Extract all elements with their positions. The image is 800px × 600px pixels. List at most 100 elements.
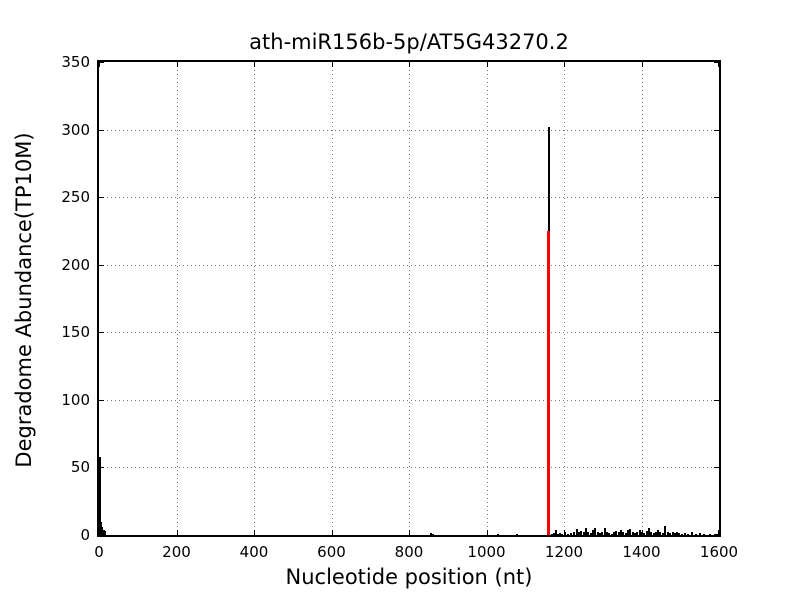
degradome-abundance-bar-x1329 bbox=[612, 532, 615, 535]
degradome-abundance-bar-x1576 bbox=[708, 533, 711, 535]
degradome-abundance-bar-x6 bbox=[100, 524, 103, 535]
degradome-abundance-bar-x1474 bbox=[669, 532, 672, 535]
bottom-tick-x-200 bbox=[176, 530, 178, 535]
x-tick-label-200: 200 bbox=[162, 543, 191, 561]
y-tick-label-150: 150 bbox=[61, 323, 90, 342]
x-tick-label-1000: 1000 bbox=[467, 543, 506, 561]
right-tick-y-200 bbox=[714, 264, 719, 266]
bottom-tick-x-1000 bbox=[486, 530, 488, 535]
top-tick-x-1400 bbox=[641, 62, 643, 67]
y-tick-label-300: 300 bbox=[61, 120, 90, 139]
degradome-abundance-bar-x1287 bbox=[596, 532, 599, 535]
y-tick-label-0: 0 bbox=[80, 526, 90, 544]
degradome-abundance-bar-x1239 bbox=[578, 532, 581, 535]
gridline-x-1000 bbox=[486, 62, 488, 535]
x-tick-label-1200: 1200 bbox=[544, 543, 584, 561]
y-axis-label: Degradome Abundance(TP10M) bbox=[12, 132, 36, 468]
x-axis-label: Nucleotide position (nt) bbox=[285, 565, 533, 589]
degradome-abundance-bar-x1317 bbox=[608, 532, 611, 535]
x-tick-label-0: 0 bbox=[94, 543, 104, 561]
left-tick-y-300 bbox=[99, 129, 104, 131]
degradome-abundance-bar-x1498 bbox=[678, 532, 681, 535]
degradome-abundance-bar-x1443 bbox=[657, 530, 660, 535]
degradome-abundance-bar-x1251 bbox=[582, 532, 585, 535]
degradome-abundance-bar-x1293 bbox=[599, 532, 602, 535]
degradome-abundance-bar-x12 bbox=[102, 529, 105, 535]
degradome-abundance-bar-x1175 bbox=[553, 532, 556, 535]
right-tick-y-150 bbox=[714, 332, 719, 334]
degradome-abundance-bar-x1455 bbox=[661, 532, 664, 535]
degradome-abundance-bar-x1419 bbox=[647, 528, 650, 535]
degradome-abundance-bar-x1520 bbox=[687, 533, 689, 535]
x-tick-label-600: 600 bbox=[317, 543, 346, 561]
degradome-abundance-bar-x1299 bbox=[601, 531, 604, 535]
degradome-abundance-bar-x1 bbox=[99, 456, 101, 535]
top-tick-x-200 bbox=[176, 62, 178, 67]
chart-title: ath-miR156b-5p/AT5G43270.2 bbox=[249, 30, 569, 54]
degradome-abundance-bar-x1540 bbox=[694, 533, 697, 535]
degradome-abundance-bar-x1395 bbox=[638, 529, 641, 535]
bottom-tick-x-800 bbox=[409, 530, 410, 535]
left-tick-y-350 bbox=[99, 62, 104, 63]
y-tick-label-250: 250 bbox=[61, 188, 90, 207]
left-tick-y-250 bbox=[99, 197, 104, 199]
degradome-abundance-bar-x1305 bbox=[603, 528, 606, 535]
degradome-abundance-bar-x1437 bbox=[654, 532, 657, 535]
degradome-abundance-bar-x1196 bbox=[561, 533, 564, 535]
degradome-abundance-bar-x1365 bbox=[626, 530, 629, 535]
degradome-abundance-bar-x1407 bbox=[643, 532, 646, 535]
left-tick-y-50 bbox=[99, 467, 104, 469]
top-tick-x-0 bbox=[99, 62, 100, 67]
degradome-abundance-bar-x1335 bbox=[615, 530, 618, 535]
degradome-abundance-bar-x1030 bbox=[497, 533, 500, 535]
degradome-abundance-bar-x1431 bbox=[652, 532, 655, 535]
degradome-abundance-bar-x1353 bbox=[622, 532, 625, 535]
degradome-abundance-bar-x9 bbox=[101, 526, 104, 535]
left-tick-y-150 bbox=[99, 332, 104, 334]
degradome-abundance-bar-x1170 bbox=[551, 533, 554, 535]
degradome-abundance-bar-x1461 bbox=[664, 526, 667, 535]
degradome-abundance-bar-x1383 bbox=[633, 532, 636, 535]
plot-area bbox=[97, 60, 721, 537]
degradome-abundance-bar-x1505 bbox=[681, 533, 684, 535]
y-tick-label-100: 100 bbox=[61, 390, 90, 409]
top-tick-x-1200 bbox=[564, 62, 565, 67]
degradome-abundance-bar-x1078 bbox=[515, 533, 518, 535]
degradome-abundance-bar-x1203 bbox=[564, 532, 567, 535]
top-tick-x-400 bbox=[254, 62, 255, 67]
degradome-abundance-bar-x1377 bbox=[631, 532, 634, 535]
degradome-abundance-bar-x862 bbox=[432, 533, 435, 535]
degradome-abundance-bar-x1226 bbox=[573, 531, 576, 535]
left-tick-y-200 bbox=[99, 264, 104, 266]
bottom-tick-x-600 bbox=[331, 530, 333, 535]
degradome-abundance-bar-x15 bbox=[103, 530, 106, 535]
degradome-abundance-bar-x1218 bbox=[569, 532, 572, 535]
plot-canvas bbox=[99, 62, 719, 535]
gridline-x-1400 bbox=[641, 62, 643, 535]
degradome-abundance-bar-x1413 bbox=[645, 530, 648, 535]
degradome-abundance-bar-x1190 bbox=[559, 532, 562, 535]
degradome-abundance-bar-x1311 bbox=[606, 532, 608, 535]
right-tick-y-250 bbox=[714, 197, 719, 199]
right-tick-y-50 bbox=[714, 467, 719, 469]
degradome-abundance-bar-x1263 bbox=[587, 531, 590, 535]
degradome-abundance-bar-x1551 bbox=[699, 532, 701, 535]
top-tick-x-1600 bbox=[718, 62, 719, 67]
degradome-abundance-bar-x1589 bbox=[713, 534, 716, 535]
gridline-x-400 bbox=[254, 62, 255, 535]
top-tick-x-800 bbox=[409, 62, 410, 67]
x-tick-label-400: 400 bbox=[239, 543, 269, 561]
degradome-abundance-bar-x1449 bbox=[659, 532, 662, 535]
degradome-abundance-bar-x1341 bbox=[617, 531, 620, 535]
degradome-abundance-bar-x858 bbox=[430, 532, 433, 535]
degradome-abundance-bar-x1425 bbox=[650, 531, 653, 535]
degradome-abundance-bar-x1359 bbox=[624, 532, 627, 535]
degradome-abundance-bar-x1257 bbox=[585, 528, 588, 535]
y-tick-label-200: 200 bbox=[61, 255, 90, 274]
bottom-tick-x-400 bbox=[254, 530, 255, 535]
gridline-x-200 bbox=[176, 62, 178, 535]
degradome-abundance-bar-x1486 bbox=[673, 532, 676, 535]
degradome-abundance-bar-x1468 bbox=[666, 532, 669, 535]
degradome-abundance-bar-x1179 bbox=[554, 530, 557, 535]
